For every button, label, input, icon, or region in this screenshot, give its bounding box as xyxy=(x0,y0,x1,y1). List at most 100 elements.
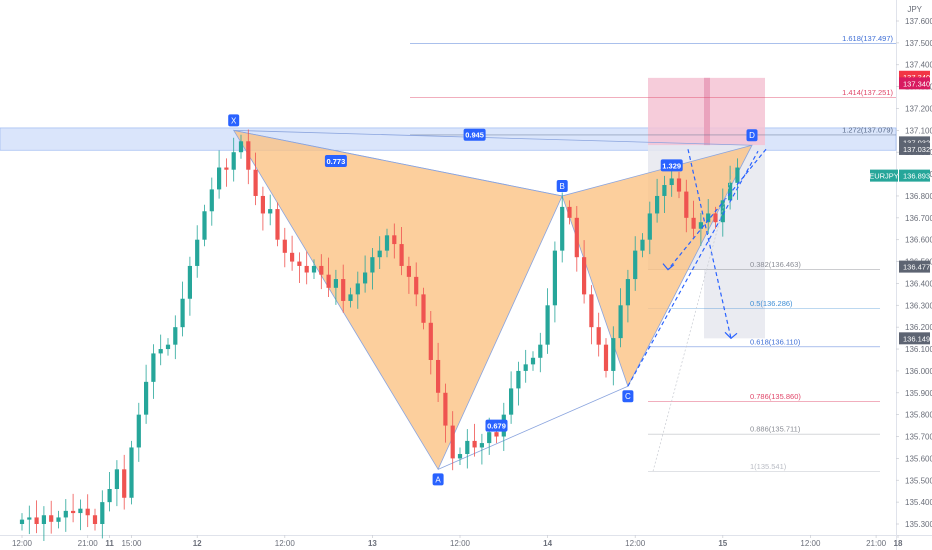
symbol-tag xyxy=(870,169,898,182)
candle-body xyxy=(144,381,149,415)
price-tick-label: 135.700 xyxy=(905,433,932,442)
arrowhead-icon xyxy=(724,331,738,340)
candle-body xyxy=(260,195,265,214)
fib-retracement-label: 0.382(136.463) xyxy=(750,260,801,269)
candle-body xyxy=(246,141,251,170)
candle-body xyxy=(114,469,119,490)
price-label-badge xyxy=(899,77,930,90)
time-tick-label: 11 xyxy=(105,539,114,548)
price-tick-label: 135.800 xyxy=(905,411,932,420)
pattern-triangle-xab xyxy=(232,129,563,471)
price-label-text: 136.893 xyxy=(903,172,930,181)
ratio-badge xyxy=(324,154,347,167)
candle-body xyxy=(129,447,134,498)
candle-body xyxy=(567,206,572,218)
candle-body xyxy=(399,244,404,266)
time-tick-label: 15 xyxy=(718,539,727,548)
fib-retracement-label: 0.5(136.286) xyxy=(750,299,793,308)
candle-body xyxy=(494,432,499,437)
time-tick-label: 12:00 xyxy=(12,539,33,548)
candle-body xyxy=(706,213,711,223)
candle-body xyxy=(618,305,623,339)
fib-extension-label: 1.272(137.079) xyxy=(842,125,893,134)
candle-body xyxy=(662,185,667,196)
ratio-label: 0.945 xyxy=(465,131,484,140)
candle-body xyxy=(669,178,674,186)
time-tick-label: 18 xyxy=(894,539,903,548)
price-tick-label: 137.600 xyxy=(905,17,932,26)
candle-body xyxy=(275,209,280,240)
fib-extension-label: 1.414(137.251) xyxy=(842,88,893,97)
price-axis-panel xyxy=(896,0,932,550)
projection-c-to-d xyxy=(627,150,759,387)
candle-body xyxy=(633,250,638,280)
ratio-label: 0.773 xyxy=(327,157,346,166)
candle-body xyxy=(107,489,112,503)
price-tick-label: 136.300 xyxy=(905,301,932,310)
price-label-text: 137.032 xyxy=(903,145,930,154)
price-tick-label: 136.000 xyxy=(905,367,932,376)
price-tick-label: 137.100 xyxy=(905,126,932,135)
candle-body xyxy=(341,279,346,301)
candle-body xyxy=(224,167,229,170)
fib-retracement-label: 1(135.541) xyxy=(750,462,787,471)
candle-body xyxy=(34,517,39,524)
fib-extension-label: 1.618(137.497) xyxy=(842,34,893,43)
candle-body xyxy=(487,432,492,444)
candle-body xyxy=(509,388,514,415)
time-tick-label: 12:00 xyxy=(625,539,646,548)
price-tick-label: 136.200 xyxy=(905,323,932,332)
candle-body xyxy=(165,344,171,350)
candle-body xyxy=(268,209,273,214)
candle-body xyxy=(202,211,207,240)
candle-body xyxy=(180,298,185,328)
ratio-badge xyxy=(463,128,486,141)
time-tick-label: 13 xyxy=(368,539,377,548)
point-label: B xyxy=(560,182,565,191)
price-label-badge xyxy=(899,169,930,182)
candle-body xyxy=(384,235,390,251)
fib-guide-line xyxy=(652,163,736,472)
price-tick-label: 136.800 xyxy=(905,192,932,201)
point-label: X xyxy=(231,116,237,125)
candle-body xyxy=(421,294,426,323)
point-badge xyxy=(622,390,634,403)
projection-target-2 xyxy=(687,149,732,339)
candle-body xyxy=(720,200,725,223)
point-label: C xyxy=(625,392,631,401)
price-tick-label: 137.400 xyxy=(905,61,932,70)
price-tick-label: 136.400 xyxy=(905,279,932,288)
price-label-text: 137.340 xyxy=(903,73,930,82)
time-tick-label: 12:00 xyxy=(450,539,471,548)
candle-body xyxy=(27,517,32,520)
candle-body xyxy=(625,279,630,306)
candle-body xyxy=(85,508,90,516)
candle-body xyxy=(49,515,54,522)
arrowhead-icon xyxy=(662,263,675,271)
time-tick-label: 12 xyxy=(193,539,202,548)
candle-body xyxy=(516,370,521,389)
candle-body xyxy=(713,213,718,223)
price-label-badge xyxy=(899,332,930,345)
time-tick-label: 14 xyxy=(543,539,552,548)
candle-body xyxy=(545,305,550,345)
candle-body xyxy=(479,443,484,448)
candle-body xyxy=(647,213,652,240)
symbol-tag-label: EURJPY xyxy=(869,172,899,181)
fib-retracement-label: 0.786(135.860) xyxy=(750,392,801,401)
candle-body xyxy=(691,217,696,229)
ratio-badge xyxy=(660,159,683,172)
candle-body xyxy=(231,152,236,170)
point-badge xyxy=(228,114,240,127)
ratio-badge xyxy=(485,419,508,432)
candle-body xyxy=(348,294,353,301)
price-label-badge xyxy=(899,142,930,155)
candle-body xyxy=(209,189,214,212)
candle-body xyxy=(326,274,331,288)
candle-body xyxy=(392,235,397,245)
price-label-text: 136.149 xyxy=(903,334,930,343)
candle-body xyxy=(552,250,557,306)
candle-body xyxy=(63,510,68,518)
